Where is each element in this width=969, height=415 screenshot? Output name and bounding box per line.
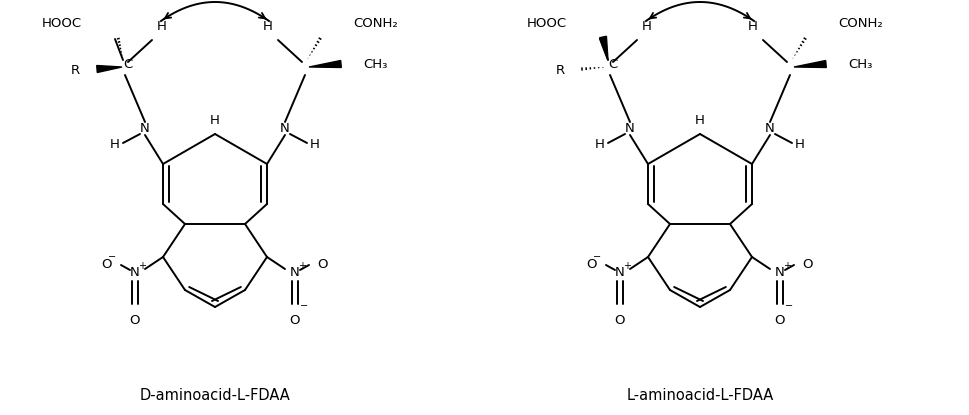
Text: N: N <box>290 266 299 279</box>
Text: H: H <box>595 139 605 151</box>
Text: O: O <box>614 313 625 327</box>
Text: +: + <box>783 261 791 271</box>
Text: N: N <box>775 266 785 279</box>
Text: H: H <box>263 20 273 34</box>
Text: +: + <box>623 261 631 271</box>
Text: −: − <box>108 252 116 262</box>
Text: H: H <box>210 113 220 127</box>
Text: R: R <box>71 63 79 76</box>
Text: C: C <box>123 59 133 71</box>
Text: O: O <box>318 259 328 271</box>
Text: O: O <box>102 259 112 271</box>
Text: O: O <box>802 259 813 271</box>
Text: +: + <box>298 261 306 271</box>
Text: O: O <box>290 313 300 327</box>
Text: N: N <box>615 266 625 279</box>
Text: R: R <box>555 63 565 76</box>
Text: CH₃: CH₃ <box>363 58 388 71</box>
Text: H: H <box>748 20 758 34</box>
Text: HOOC: HOOC <box>527 17 567 30</box>
Text: +: + <box>138 261 146 271</box>
Text: O: O <box>587 259 597 271</box>
Polygon shape <box>600 36 608 60</box>
Text: O: O <box>775 313 785 327</box>
Text: L-aminoacid-L-FDAA: L-aminoacid-L-FDAA <box>626 388 773 403</box>
Text: H: H <box>110 139 120 151</box>
Polygon shape <box>309 61 341 68</box>
Text: CH₃: CH₃ <box>848 58 872 71</box>
Text: CONH₂: CONH₂ <box>353 17 397 30</box>
Text: −: − <box>593 252 601 262</box>
Text: O: O <box>130 313 141 327</box>
Text: N: N <box>766 122 775 136</box>
Text: H: H <box>310 139 320 151</box>
Text: H: H <box>795 139 805 151</box>
Text: D-aminoacid-L-FDAA: D-aminoacid-L-FDAA <box>140 388 291 403</box>
Text: HOOC: HOOC <box>42 17 82 30</box>
Text: −: − <box>300 301 308 311</box>
Text: N: N <box>280 122 290 136</box>
Text: N: N <box>625 122 635 136</box>
Text: H: H <box>695 113 704 127</box>
Text: −: − <box>785 301 793 311</box>
Polygon shape <box>794 61 827 68</box>
Polygon shape <box>97 66 122 73</box>
Text: N: N <box>130 266 140 279</box>
Text: H: H <box>157 20 167 34</box>
Text: CONH₂: CONH₂ <box>838 17 883 30</box>
Text: C: C <box>609 59 617 71</box>
Text: N: N <box>141 122 150 136</box>
Text: H: H <box>642 20 652 34</box>
